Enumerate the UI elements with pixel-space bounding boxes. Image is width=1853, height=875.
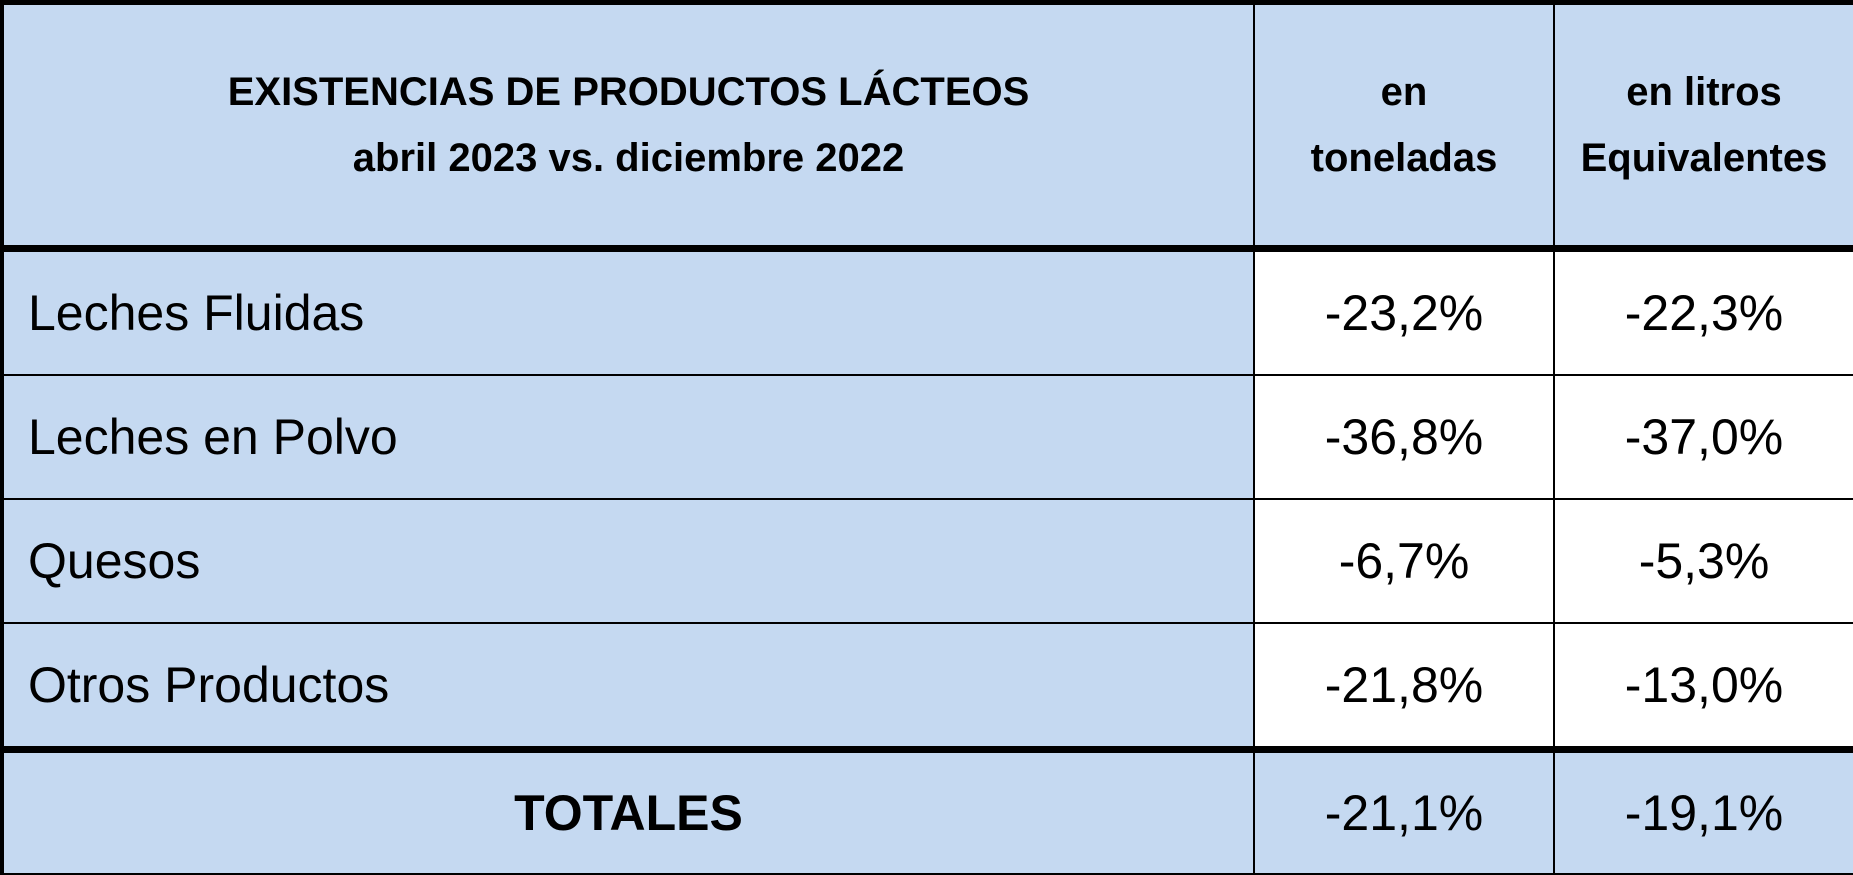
cell: -36,8% — [1253, 374, 1555, 500]
totals-cell: -21,1% — [1253, 746, 1555, 875]
row-label: Leches Fluidas — [0, 247, 1255, 376]
cell: -6,7% — [1253, 498, 1555, 624]
header-row: EXISTENCIAS DE PRODUCTOS LÁCTEOS abril 2… — [0, 0, 1853, 252]
row-label: Quesos — [0, 498, 1255, 624]
cell: -13,0% — [1553, 622, 1853, 751]
row-label: Otros Productos — [0, 622, 1255, 751]
totals-row: TOTALES -21,1% -19,1% — [0, 746, 1853, 875]
cell: -5,3% — [1553, 498, 1853, 624]
column-header-line: Equivalentes — [1580, 136, 1828, 180]
data-row: Otros Productos -21,8% -13,0% — [0, 622, 1853, 751]
data-row: Leches Fluidas -23,2% -22,3% — [0, 247, 1853, 376]
cell: -21,8% — [1253, 622, 1555, 751]
totals-cell: -19,1% — [1553, 746, 1853, 875]
data-row: Leches en Polvo -36,8% -37,0% — [0, 374, 1853, 500]
title-line: abril 2023 vs. diciembre 2022 — [352, 136, 905, 180]
title-line: EXISTENCIAS DE PRODUCTOS LÁCTEOS — [227, 70, 1030, 114]
row-label: Leches en Polvo — [0, 374, 1255, 500]
column-header: en toneladas — [1253, 0, 1555, 252]
totals-label: TOTALES — [0, 746, 1255, 875]
cell: -23,2% — [1253, 247, 1555, 376]
column-header-line: en — [1380, 70, 1428, 114]
data-row: Quesos -6,7% -5,3% — [0, 498, 1853, 624]
title-cell: EXISTENCIAS DE PRODUCTOS LÁCTEOS abril 2… — [0, 0, 1255, 252]
column-header-line: en litros — [1626, 70, 1782, 114]
column-header: en litros Equivalentes — [1553, 0, 1853, 252]
cell: -22,3% — [1553, 247, 1853, 376]
cell: -37,0% — [1553, 374, 1853, 500]
column-header-line: toneladas — [1310, 136, 1498, 180]
